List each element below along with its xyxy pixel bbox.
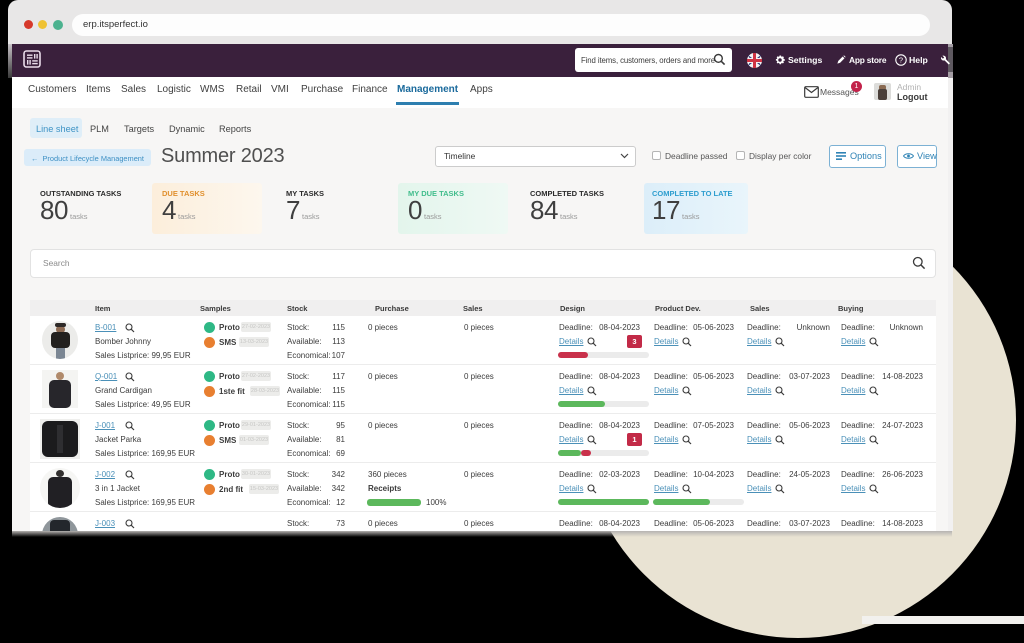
svg-text:?: ? <box>899 56 903 65</box>
